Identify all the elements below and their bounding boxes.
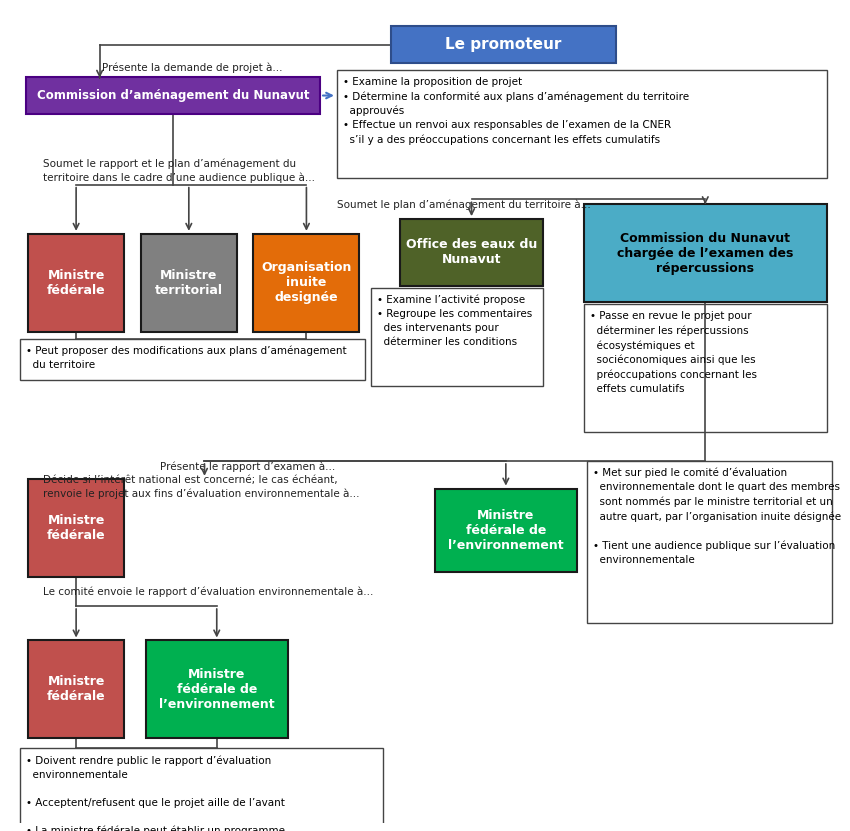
FancyBboxPatch shape (435, 489, 577, 572)
FancyBboxPatch shape (28, 234, 124, 332)
FancyBboxPatch shape (584, 204, 827, 302)
Text: Organisation
inuite
designée: Organisation inuite designée (261, 261, 352, 304)
Text: Ministre
fédérale: Ministre fédérale (47, 268, 105, 297)
Text: Ministre
fédérale: Ministre fédérale (47, 676, 105, 703)
FancyBboxPatch shape (391, 26, 616, 63)
Text: Ministre
fédérale de
l’environnement: Ministre fédérale de l’environnement (159, 668, 275, 711)
FancyBboxPatch shape (28, 479, 124, 577)
FancyBboxPatch shape (253, 234, 360, 332)
FancyBboxPatch shape (20, 748, 382, 831)
Text: • Passe en revue le projet pour
  déterminer les répercussions
  écosystémiques : • Passe en revue le projet pour détermin… (590, 311, 756, 394)
Text: Ministre
fédérale de
l’environnement: Ministre fédérale de l’environnement (448, 509, 564, 552)
Text: • Doivent rendre public le rapport d’évaluation
  environnementale

• Acceptent/: • Doivent rendre public le rapport d’éva… (26, 755, 285, 831)
Text: Commission du Nunavut
chargée de l’examen des
répercussions: Commission du Nunavut chargée de l’exame… (617, 232, 793, 275)
Text: Décide si l’intérêt national est concerné; le cas échéant,
renvoie le projet aux: Décide si l’intérêt national est concern… (42, 475, 360, 499)
FancyBboxPatch shape (145, 641, 288, 739)
Text: • Examine la proposition de projet
• Détermine la conformité aux plans d’aménage: • Examine la proposition de projet • Dét… (343, 77, 688, 145)
Text: • Met sur pied le comité d’évaluation
  environnementale dont le quart des membr: • Met sur pied le comité d’évaluation en… (592, 468, 841, 565)
Text: Présente le rapport d’examen à...: Présente le rapport d’examen à... (161, 461, 336, 471)
FancyBboxPatch shape (26, 77, 320, 114)
Text: • Examine l’activité propose
• Regroupe les commentaires
  des intervenants pour: • Examine l’activité propose • Regroupe … (377, 294, 532, 347)
FancyBboxPatch shape (337, 70, 827, 178)
FancyBboxPatch shape (141, 234, 237, 332)
FancyBboxPatch shape (20, 338, 365, 380)
FancyBboxPatch shape (584, 304, 827, 431)
Text: Office des eaux du
Nunavut: Office des eaux du Nunavut (406, 238, 537, 266)
Text: Ministre
territorial: Ministre territorial (155, 268, 223, 297)
Text: • Peut proposer des modifications aux plans d’aménagement
  du territoire: • Peut proposer des modifications aux pl… (26, 346, 347, 370)
FancyBboxPatch shape (400, 219, 542, 286)
Text: Soumet le plan d’aménagement du territoire à...: Soumet le plan d’aménagement du territoi… (337, 199, 591, 210)
FancyBboxPatch shape (586, 461, 831, 622)
Text: Ministre
fédérale: Ministre fédérale (47, 514, 105, 542)
Text: Le comité envoie le rapport d’évaluation environnementale à...: Le comité envoie le rapport d’évaluation… (42, 587, 373, 597)
Text: Le promoteur: Le promoteur (445, 37, 562, 52)
FancyBboxPatch shape (371, 288, 542, 386)
Text: Soumet le rapport et le plan d’aménagement du
territoire dans le cadre d’une aud: Soumet le rapport et le plan d’aménageme… (42, 158, 314, 183)
FancyBboxPatch shape (28, 641, 124, 739)
Text: Commission d’aménagement du Nunavut: Commission d’aménagement du Nunavut (37, 89, 309, 102)
Text: Présente la demande de projet à...: Présente la demande de projet à... (102, 62, 282, 72)
